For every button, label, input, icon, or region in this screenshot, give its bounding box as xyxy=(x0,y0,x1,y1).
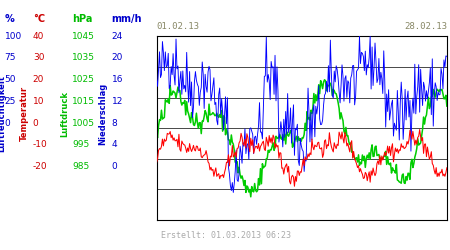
Text: 0: 0 xyxy=(4,118,10,128)
Text: Temperatur: Temperatur xyxy=(20,86,29,141)
Text: 25: 25 xyxy=(4,97,16,106)
Text: 20: 20 xyxy=(112,54,123,62)
Text: 1025: 1025 xyxy=(72,75,95,84)
Text: 4: 4 xyxy=(112,140,117,149)
Text: 985: 985 xyxy=(72,162,89,171)
Text: Luftfeuchtigkeit: Luftfeuchtigkeit xyxy=(0,75,7,152)
Text: 28.02.13: 28.02.13 xyxy=(404,22,447,31)
Text: 24: 24 xyxy=(112,32,123,41)
Text: 75: 75 xyxy=(4,54,16,62)
Text: %: % xyxy=(4,14,14,24)
Text: Luftdruck: Luftdruck xyxy=(60,91,69,137)
Text: Erstellt: 01.03.2013 06:23: Erstellt: 01.03.2013 06:23 xyxy=(161,231,291,240)
Text: 30: 30 xyxy=(33,54,45,62)
Text: 1005: 1005 xyxy=(72,118,95,128)
Text: 12: 12 xyxy=(112,97,123,106)
Text: mm/h: mm/h xyxy=(112,14,142,24)
Text: 20: 20 xyxy=(33,75,44,84)
Text: 50: 50 xyxy=(4,75,16,84)
Text: 1015: 1015 xyxy=(72,97,95,106)
Text: 16: 16 xyxy=(112,75,123,84)
Text: °C: °C xyxy=(33,14,45,24)
Text: 10: 10 xyxy=(33,97,45,106)
Text: 1035: 1035 xyxy=(72,54,95,62)
Text: 995: 995 xyxy=(72,140,89,149)
Text: 1045: 1045 xyxy=(72,32,95,41)
Text: Niederschlag: Niederschlag xyxy=(98,82,107,145)
Text: 40: 40 xyxy=(33,32,44,41)
Text: hPa: hPa xyxy=(72,14,92,24)
Text: 0: 0 xyxy=(112,162,117,171)
Text: 01.02.13: 01.02.13 xyxy=(157,22,200,31)
Text: 8: 8 xyxy=(112,118,117,128)
Text: -20: -20 xyxy=(33,162,48,171)
Text: -10: -10 xyxy=(33,140,48,149)
Text: 0: 0 xyxy=(33,118,39,128)
Text: 100: 100 xyxy=(4,32,22,41)
